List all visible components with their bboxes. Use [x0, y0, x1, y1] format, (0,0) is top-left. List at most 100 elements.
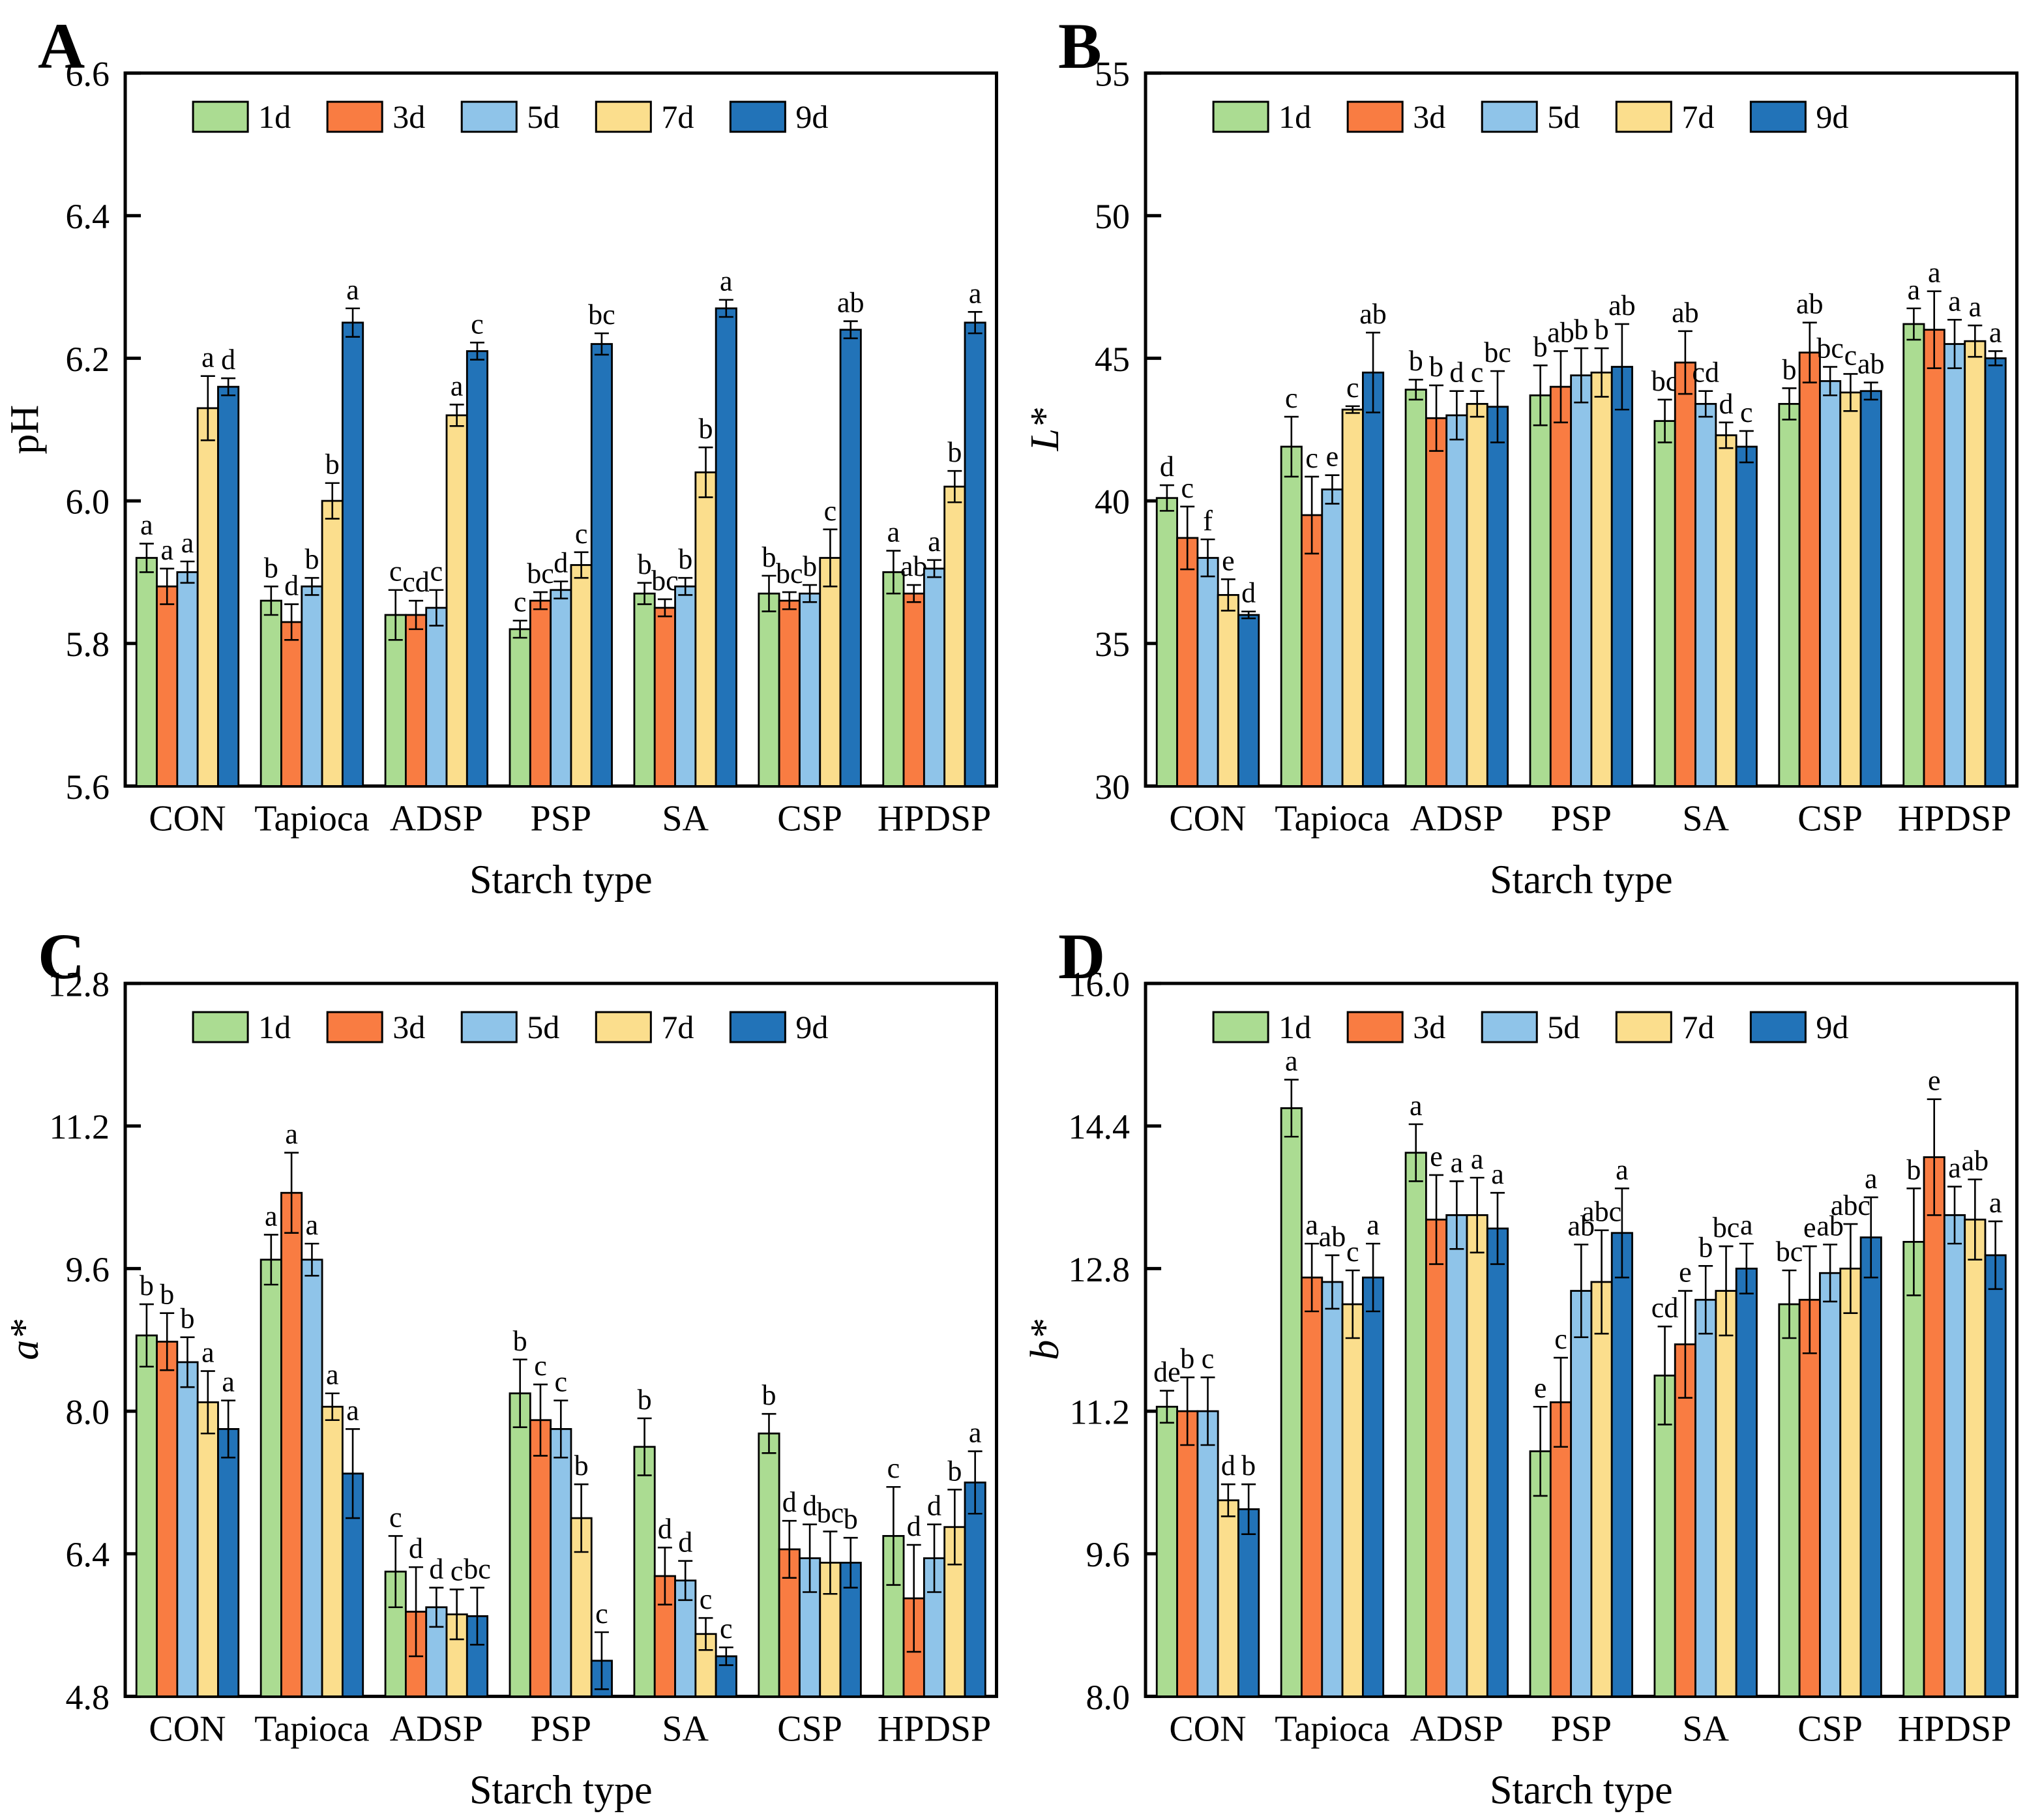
sig-letter: a [1285, 1045, 1298, 1077]
legend-label-1d: 1d [258, 1009, 291, 1045]
legend-swatch-7d [595, 100, 652, 133]
sig-letter: c [514, 586, 527, 618]
bar-ADSP-3d [1425, 1218, 1447, 1697]
bar-HPDSP-5d [1943, 343, 1966, 787]
bar-CSP-3d [1798, 351, 1821, 787]
legend-label-9d: 9d [1816, 98, 1848, 135]
bar-HPDSP-3d [1923, 329, 1945, 787]
sig-letter: d [803, 1489, 817, 1521]
sig-letter: b [1180, 1343, 1194, 1375]
x-category-label: CON [149, 1708, 226, 1749]
y-tick-label: 12.8 [48, 964, 110, 1004]
x-category-label: ADSP [1410, 1708, 1503, 1749]
sig-letter: c [595, 1598, 608, 1630]
y-tick-label: 35 [1095, 625, 1130, 664]
legend-label-5d: 5d [527, 98, 559, 135]
sig-letter: a [720, 265, 733, 297]
sig-letter: d [409, 1532, 423, 1564]
legend-swatch-5d [460, 1011, 518, 1043]
x-category-label: CSP [777, 798, 842, 839]
sig-letter: bc [776, 558, 803, 589]
bar-CSP-5d [1818, 380, 1841, 787]
legend-label-3d: 3d [1413, 98, 1445, 135]
panel-letter: C [38, 920, 85, 992]
bar-PSP-9d [590, 343, 613, 787]
sig-letter: c [1305, 442, 1318, 474]
legend-swatch-1d [1212, 100, 1269, 133]
sig-letter: c [887, 1452, 900, 1484]
bar-PSP-1d [509, 1392, 531, 1697]
sig-letter: b [140, 1270, 154, 1302]
sig-letter: d [927, 1489, 941, 1521]
bar-Tapioca-1d [1280, 445, 1303, 787]
bar-Tapioca-9d [342, 321, 364, 787]
bar-Tapioca-7d [321, 1405, 344, 1697]
sig-letter: b [678, 543, 692, 575]
y-tick-label: 30 [1095, 768, 1130, 807]
bar-Tapioca-9d [1361, 371, 1384, 787]
legend-label-7d: 7d [661, 1009, 694, 1045]
bar-Tapioca-3d [280, 621, 303, 787]
bar-PSP-9d [1610, 366, 1633, 787]
bar-Tapioca-3d [280, 1191, 303, 1697]
legend-label-9d: 9d [795, 1009, 828, 1045]
bar-CSP-9d [839, 329, 862, 787]
legend-swatch-5d [460, 100, 518, 133]
bar-CON-7d [196, 407, 219, 787]
sig-letter: a [1927, 257, 1940, 289]
sig-letter: d [678, 1526, 692, 1558]
bar-SA-5d [1694, 402, 1717, 787]
sig-letter: d [1719, 388, 1733, 420]
legend-swatch-7d [1615, 100, 1672, 133]
bar-Tapioca-3d [1300, 514, 1323, 787]
sig-letter: b [574, 1450, 589, 1482]
y-tick-label: 12.8 [1068, 1249, 1130, 1289]
bar-ADSP-5d [1445, 414, 1468, 787]
sig-letter: bc [651, 565, 679, 597]
x-category-label: Tapioca [254, 798, 370, 839]
y-tick-label: 9.6 [66, 1249, 110, 1289]
legend-swatch-9d [729, 1011, 786, 1043]
sig-letter: a [201, 342, 214, 374]
bar-PSP-1d [1529, 394, 1552, 787]
sig-letter: b [761, 541, 776, 573]
bar-PSP-1d [509, 628, 531, 787]
sig-letter: b [1698, 1231, 1713, 1263]
sig-letter: de [1153, 1356, 1181, 1388]
sig-letter: e [1430, 1140, 1443, 1172]
sig-letter: abc [1582, 1195, 1621, 1227]
sig-letter: ab [1608, 290, 1636, 321]
bar-CSP-5d [1818, 1272, 1841, 1697]
legend-label-9d: 9d [1816, 1009, 1848, 1045]
sig-letter: a [1367, 1209, 1380, 1241]
bar-Tapioca-5d [1320, 488, 1343, 787]
legend-label-3d: 3d [392, 1009, 425, 1045]
sig-letter: b [761, 1379, 776, 1411]
sig-letter: c [555, 1365, 568, 1397]
sig-letter: c [471, 308, 484, 340]
y-tick-label: 9.6 [1086, 1535, 1130, 1574]
y-axis-title: pH [3, 405, 47, 455]
bar-Tapioca-5d [1320, 1281, 1343, 1697]
sig-letter: b [160, 1278, 174, 1310]
legend-swatch-9d [729, 100, 786, 133]
bar-SA-1d [633, 592, 656, 787]
bar-PSP-5d [1569, 374, 1592, 787]
x-category-label: HPDSP [878, 798, 991, 839]
bar-CSP-3d [778, 599, 801, 787]
bar-CON-3d [1175, 537, 1198, 787]
legend-label-7d: 7d [661, 98, 694, 135]
legend-label-5d: 5d [1547, 1009, 1580, 1045]
sig-letter: bc [817, 1497, 844, 1529]
bar-CSP-9d [1859, 390, 1882, 787]
bar-HPDSP-1d [1902, 1240, 1925, 1697]
y-tick-label: 6.4 [66, 1535, 110, 1574]
panel-letter: B [1058, 10, 1102, 82]
sig-letter: b [947, 1455, 962, 1487]
sig-letter: b [181, 1302, 195, 1334]
bar-CSP-1d [758, 1432, 780, 1697]
bar-CSP-7d [1839, 391, 1861, 787]
bar-Tapioca-7d [321, 500, 344, 787]
panel-B-lightness-chart: B 30 35 40 45 50 55 CON Tapioca ADSP PSP SA CSP HPDSP… [1020, 0, 2040, 910]
legend-label-3d: 3d [392, 98, 425, 135]
